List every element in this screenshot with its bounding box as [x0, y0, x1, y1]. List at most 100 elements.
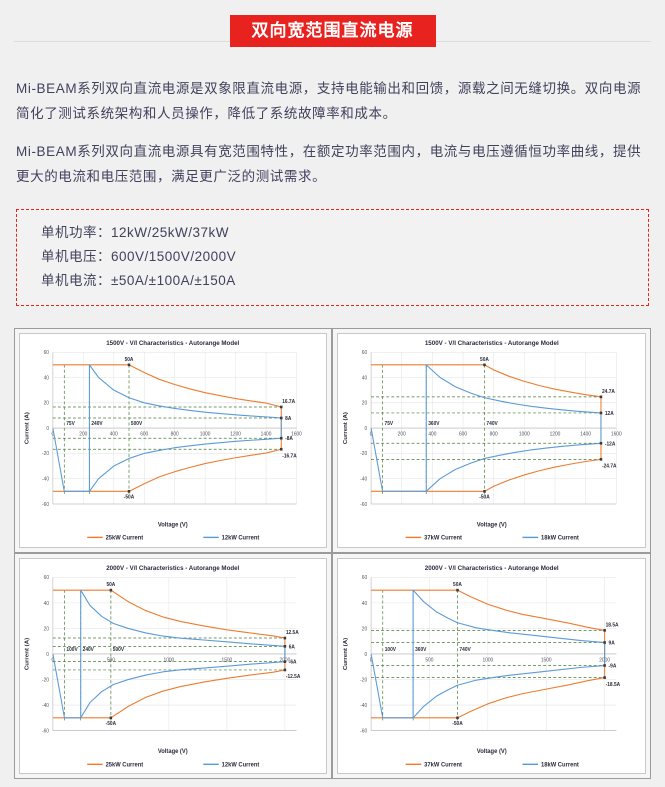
series-line: [370, 364, 601, 398]
y-tick-label: 20: [361, 626, 367, 632]
x-tick-label: 200: [397, 432, 405, 438]
data-point-marker: [602, 628, 606, 632]
guide-label: 360V: [415, 646, 427, 652]
chart-title: 2000V - V/I Characteristics - Autorange …: [106, 565, 239, 572]
y-tick-label: 60: [44, 350, 50, 356]
chart-svg: 1500V - V/I Characteristics - Autorange …: [20, 334, 326, 547]
legend-label: 37kW Current: [424, 762, 462, 768]
x-axis-title: Voltage (V): [476, 522, 506, 528]
chart-2000v-25kw: 2000V - V/I Characteristics - Autorange …: [19, 557, 327, 774]
y-tick-label: 20: [44, 626, 50, 632]
series-line: [370, 589, 605, 718]
chart-cell-3: 2000V - V/I Characteristics - Autorange …: [332, 553, 650, 778]
y-tick-label: 20: [44, 401, 50, 407]
x-tick-label: 400: [110, 432, 118, 438]
data-point-marker: [599, 458, 602, 461]
guide-label: 360V: [428, 421, 440, 427]
series-line: [80, 660, 285, 718]
x-axis-title: Voltage (V): [158, 748, 188, 754]
data-annotation: 24.7A: [601, 389, 614, 395]
spec-power: 单机功率：12kW/25kW/37kW: [41, 225, 230, 240]
chart-background: [20, 558, 326, 773]
chart-background: [337, 334, 645, 547]
data-point-marker: [602, 640, 606, 644]
data-annotation: 50A: [453, 581, 462, 587]
series-line: [370, 458, 601, 492]
y-axis-title: Current (A): [342, 637, 348, 669]
series-line: [370, 589, 605, 631]
series-line: [52, 589, 285, 718]
data-annotation: 12.5A: [286, 629, 299, 635]
x-tick-label: 400: [428, 432, 436, 438]
page-title: 双向宽范围直流电源: [229, 15, 436, 47]
data-point-marker: [283, 636, 287, 639]
data-point-marker: [283, 668, 287, 671]
y-tick-label: -60: [42, 728, 49, 734]
data-point-marker: [482, 490, 486, 493]
data-point-marker: [280, 436, 283, 440]
series-line: [52, 668, 285, 718]
data-point-marker: [599, 395, 602, 399]
data-point-marker: [602, 675, 606, 679]
chart-svg: 1500V - V/I Characteristics - Autorange …: [337, 334, 645, 547]
data-annotation: 50A: [106, 581, 115, 587]
series-line: [52, 364, 282, 492]
x-tick-label: 600: [458, 432, 466, 438]
x-axis-title: Voltage (V): [158, 522, 188, 528]
chart-svg: 2000V - V/I Characteristics - Autorange …: [20, 558, 326, 773]
y-axis-title: Current (A): [342, 412, 348, 444]
data-annotation: -50A: [106, 720, 117, 726]
chart-cell-0: 1500V - V/I Characteristics - Autorange …: [15, 329, 333, 554]
spec-voltage: 单机电压：600V/1500V/2000V: [41, 249, 237, 264]
data-point-marker: [280, 447, 283, 451]
y-tick-label: -20: [42, 451, 49, 457]
data-annotation: -6A: [289, 659, 297, 665]
legend-label: 12kW Current: [222, 762, 260, 768]
chart-1500v-37kw: 1500V - V/I Characteristics - Autorange …: [336, 333, 646, 548]
data-point-marker: [455, 588, 459, 591]
data-annotation: -18.5A: [605, 681, 620, 687]
legend-label: 12kW Current: [222, 535, 260, 541]
data-point-marker: [109, 716, 113, 719]
legend-label: 18kW Current: [540, 535, 578, 541]
chart-svg: 2000V - V/I Characteristics - Autorange …: [337, 558, 645, 773]
x-tick-label: 1600: [610, 432, 621, 438]
series-line: [370, 364, 601, 492]
x-tick-label: 1000: [200, 432, 211, 438]
chart-grid: 1500V - V/I Characteristics - Autorange …: [14, 328, 651, 779]
x-tick-label: 1400: [261, 432, 272, 438]
y-tick-label: -20: [360, 451, 367, 457]
legend-label: 25kW Current: [106, 535, 144, 541]
series-line: [88, 437, 282, 492]
intro-paragraph-1: Mi-BEAM系列双向直流电源是双象限直流电源，支持电能输出和回馈，源载之间无缝…: [16, 81, 642, 121]
y-tick-label: 60: [361, 350, 367, 356]
guide-label: 740V: [459, 646, 471, 652]
x-tick-label: 1500: [222, 657, 233, 663]
chart-2000v-37kw: 2000V - V/I Characteristics - Autorange …: [336, 557, 646, 774]
y-tick-label: 40: [361, 375, 367, 381]
y-tick-label: 60: [361, 575, 367, 581]
guide-label: 500V: [131, 421, 143, 427]
y-tick-label: 0: [364, 426, 367, 432]
guide-label: 100V: [66, 646, 78, 652]
x-tick-label: 0: [369, 432, 372, 438]
data-point-marker: [283, 644, 287, 648]
y-tick-label: -60: [42, 502, 49, 508]
data-point-marker: [599, 411, 602, 415]
legend-label: 37kW Current: [424, 535, 462, 541]
page-title-banner: 双向宽范围直流电源: [0, 0, 665, 62]
guide-label: 240V: [83, 646, 95, 652]
x-tick-label: 800: [171, 432, 179, 438]
x-tick-label: 200: [79, 432, 87, 438]
x-tick-label: 1200: [230, 432, 241, 438]
data-annotation: -50A: [452, 720, 463, 726]
data-point-marker: [283, 659, 287, 663]
data-annotation: 12A: [604, 411, 613, 417]
y-tick-label: -40: [360, 476, 367, 482]
guide-label: 240V: [91, 421, 103, 427]
data-point-marker: [602, 663, 606, 667]
y-tick-label: -60: [360, 502, 367, 508]
guide-label: 500V: [113, 646, 125, 652]
x-tick-label: 1600: [291, 432, 302, 438]
